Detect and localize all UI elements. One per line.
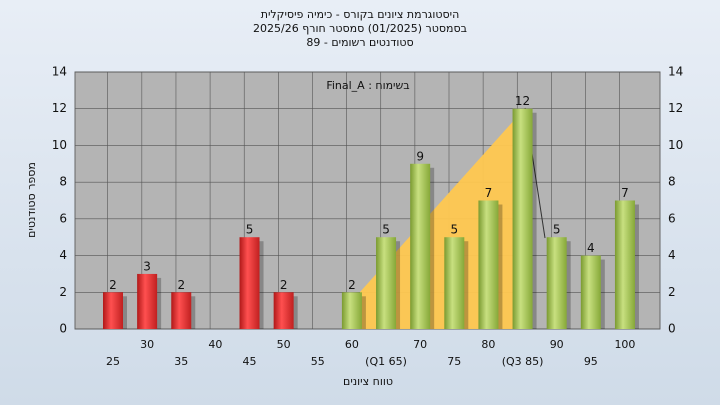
bar — [239, 237, 260, 329]
data-label: 5 — [553, 223, 561, 237]
x-axis-label: טווח ציונים — [343, 375, 393, 388]
x-tick-label: 35 — [174, 355, 188, 368]
y2-tick-label: 4 — [668, 248, 676, 262]
y-tick-label: 2 — [59, 285, 67, 299]
x-tick-label: 100 — [614, 338, 635, 351]
x-tick-label: (Q3 85) — [502, 355, 544, 368]
data-label: 4 — [587, 241, 595, 255]
data-label: 2 — [177, 278, 185, 292]
x-tick-label: 80 — [481, 338, 495, 351]
bar — [171, 292, 192, 329]
x-tick-label: 75 — [447, 355, 461, 368]
data-label: 2 — [348, 278, 356, 292]
data-label: 5 — [246, 223, 254, 237]
y2-tick-label: 12 — [668, 101, 683, 115]
bar — [341, 292, 362, 329]
data-label: 2 — [109, 278, 117, 292]
bar — [376, 237, 397, 329]
chart-subtitle: בסמסטר (01/2025) סמסטר חורף 2025/26 — [253, 22, 467, 35]
y2-tick-label: 14 — [668, 65, 683, 79]
bar — [512, 108, 533, 329]
data-label: 3 — [143, 259, 151, 273]
y2-tick-label: 8 — [668, 175, 676, 189]
x-tick-label: 55 — [311, 355, 325, 368]
y-tick-label: 0 — [59, 322, 67, 336]
data-label: 7 — [485, 186, 493, 200]
x-tick-label: 45 — [243, 355, 257, 368]
bar — [103, 292, 123, 329]
y2-tick-label: 0 — [668, 322, 676, 336]
x-tick-label: 60 — [345, 338, 359, 351]
bar — [444, 237, 465, 329]
y-tick-label: 4 — [59, 248, 67, 262]
y-tick-label: 14 — [52, 65, 67, 79]
y2-tick-label: 6 — [668, 211, 676, 225]
x-tick-label: 40 — [208, 338, 222, 351]
bar — [580, 255, 601, 329]
y2-tick-label: 2 — [668, 285, 676, 299]
y-tick-label: 6 — [59, 211, 67, 225]
chart-title: היסטוגרמת ציונים בקורס - כימיה פיסיקלית — [261, 8, 460, 21]
bar — [137, 273, 158, 329]
x-tick-label: 90 — [550, 338, 564, 351]
x-tick-label: 70 — [413, 338, 427, 351]
y2-tick-label: 10 — [668, 138, 683, 152]
x-tick-label: 30 — [140, 338, 154, 351]
bar — [546, 237, 567, 329]
data-label: 5 — [382, 223, 390, 237]
data-label: 5 — [450, 223, 458, 237]
x-tick-label: 50 — [277, 338, 291, 351]
bar — [410, 163, 431, 329]
y-tick-label: 12 — [52, 101, 67, 115]
data-label: 2 — [280, 278, 288, 292]
y-tick-label: 8 — [59, 175, 67, 189]
data-label: 7 — [621, 186, 629, 200]
y-axis-label: מספר סטודנטים — [25, 162, 38, 238]
bar — [614, 200, 635, 329]
annotation: בשימוח : Final_A — [326, 79, 409, 92]
x-tick-label: (Q1 65) — [365, 355, 407, 368]
data-label: 9 — [416, 149, 424, 163]
bar — [273, 292, 294, 329]
bar — [478, 200, 499, 329]
chart-subtitle: סטודנטים רשומים - 89 — [306, 36, 413, 49]
data-label: 12 — [515, 94, 530, 108]
y-tick-label: 10 — [52, 138, 67, 152]
x-tick-label: 95 — [584, 355, 598, 368]
x-tick-label: 25 — [106, 355, 120, 368]
